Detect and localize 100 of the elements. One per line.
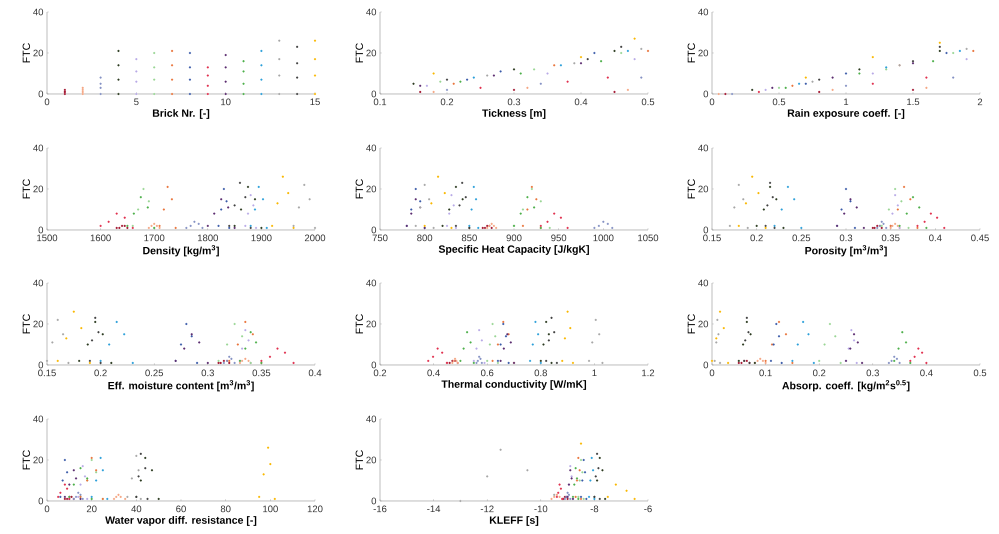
- y-axis-title: FTC: [356, 179, 364, 198]
- y-axis-title: FTC: [356, 314, 364, 334]
- y-tick-label: 20: [698, 186, 708, 192]
- x-tick-label: 1: [592, 370, 597, 376]
- x-tick-label: 0.15: [38, 370, 56, 376]
- y-tick-label: 40: [33, 280, 44, 286]
- y-axis-title: FTC: [356, 43, 364, 62]
- x-tick-label: 0: [44, 506, 50, 512]
- x-tick-label: 60: [176, 506, 186, 512]
- x-tick-label: 1.5: [907, 98, 920, 106]
- x-tick-label: 0: [710, 370, 714, 376]
- x-axis-title: Tickness [m]: [482, 109, 546, 119]
- y-tick-label: 40: [33, 416, 44, 422]
- x-tick-label: 0.45: [971, 234, 989, 242]
- x-tick-label: 950: [551, 234, 566, 242]
- x-tick-label: 1900: [252, 234, 272, 242]
- x-tick-label: 0.25: [792, 234, 810, 242]
- y-tick-label: 20: [698, 50, 708, 56]
- x-tick-label: 0.3: [866, 370, 879, 376]
- x-tick-label: 900: [506, 234, 522, 242]
- y-tick-label: 0: [704, 362, 708, 368]
- y-tick-label: 20: [366, 186, 376, 192]
- x-tick-label: 1.2: [642, 370, 654, 376]
- y-tick-label: 40: [33, 144, 44, 152]
- x-tick-label: 1600: [90, 234, 111, 242]
- y-tick-label: 20: [33, 186, 44, 192]
- y-axis-title: FTC: [356, 450, 364, 470]
- x-tick-label: 5: [134, 98, 139, 106]
- x-tick-label: 0.2: [374, 370, 386, 376]
- x-tick-label: 1700: [144, 234, 164, 242]
- y-axis-title: FTC: [688, 179, 696, 198]
- y-tick-label: 20: [366, 320, 376, 328]
- y-tick-label: 0: [38, 90, 44, 98]
- x-tick-label: 0.5: [974, 370, 986, 376]
- x-tick-label: 0.35: [252, 370, 270, 376]
- x-tick-label: 0.6: [480, 370, 494, 376]
- x-tick-label: 0.8: [534, 370, 547, 376]
- y-tick-label: 40: [366, 8, 376, 16]
- x-tick-label: 40: [131, 506, 142, 512]
- x-axis-title: Eff. moisture content [m$^{3}$/m$^{3}$]: [108, 380, 254, 392]
- y-tick-label: 0: [38, 362, 44, 368]
- y-tick-label: 40: [33, 8, 44, 16]
- x-tick-label: 0.2: [94, 370, 107, 376]
- y-tick-label: 20: [698, 320, 708, 328]
- x-tick-label: 1800: [198, 234, 218, 242]
- x-tick-label: 0.4: [929, 234, 942, 242]
- x-axis-title: Thermal conductivity [W/mK]: [442, 380, 586, 390]
- x-axis-title: Porosity [m$^{3}$/m$^{3}$]: [805, 245, 887, 256]
- y-axis-title: FTC: [22, 450, 30, 470]
- x-tick-label: 20: [86, 506, 97, 512]
- x-tick-label: 2000: [304, 234, 326, 242]
- x-tick-label: 1: [844, 98, 848, 106]
- y-tick-label: 0: [372, 498, 376, 504]
- x-tick-label: 0: [44, 98, 50, 106]
- x-tick-label: 1000: [593, 234, 614, 242]
- y-axis-title: FTC: [22, 43, 30, 62]
- x-tick-label: 0.2: [812, 370, 826, 376]
- y-tick-label: 20: [33, 320, 44, 328]
- x-tick-label: 0.2: [750, 234, 763, 242]
- x-tick-label: 0: [710, 98, 714, 106]
- y-tick-label: 0: [38, 226, 44, 234]
- x-tick-label: 80: [220, 506, 231, 512]
- x-tick-label: 0.4: [574, 98, 588, 106]
- y-axis-title: FTC: [22, 314, 30, 334]
- x-axis-title: Specific Heat Capacity [J/kgK]: [438, 245, 589, 255]
- y-tick-label: 20: [366, 50, 376, 56]
- y-axis-title: FTC: [22, 179, 30, 198]
- x-tick-label: 0.5: [642, 98, 654, 106]
- x-tick-label: 100: [263, 506, 278, 512]
- x-tick-label: 1050: [638, 234, 658, 242]
- x-axis-title: Absorp. coeff. [kg/m$^{2}$s$^{0.5}$]: [782, 380, 910, 392]
- x-tick-label: 2: [978, 98, 982, 106]
- x-tick-label: 120: [308, 506, 323, 512]
- x-tick-label: -6: [644, 506, 652, 512]
- y-tick-label: 0: [704, 226, 708, 234]
- x-axis-title: Brick Nr. [-]: [152, 109, 210, 119]
- y-tick-label: 0: [372, 90, 376, 98]
- x-axis-title: KLEFF [s]: [490, 516, 538, 526]
- y-tick-label: 0: [372, 362, 376, 368]
- x-tick-label: 0.3: [840, 234, 852, 242]
- x-tick-label: 0.4: [920, 370, 933, 376]
- x-tick-label: 0.15: [703, 234, 721, 242]
- y-tick-label: 20: [366, 456, 376, 464]
- y-tick-label: 40: [366, 144, 376, 152]
- y-tick-label: 40: [366, 416, 376, 422]
- x-axis-title: Density [kg/m$^{3}$]: [143, 245, 219, 256]
- x-tick-label: 1500: [37, 234, 58, 242]
- x-tick-label: 800: [417, 234, 432, 242]
- x-tick-label: -14: [427, 506, 440, 512]
- y-tick-label: 40: [698, 8, 708, 16]
- x-tick-label: 0.4: [308, 370, 322, 376]
- y-tick-label: 0: [38, 498, 44, 504]
- x-axis-title: Water vapor diff. resistance [-]: [105, 516, 256, 526]
- y-tick-label: 20: [33, 456, 44, 464]
- y-tick-label: 40: [698, 280, 708, 286]
- y-axis-title: FTC: [688, 43, 696, 62]
- x-tick-label: 0.4: [427, 370, 440, 376]
- y-axis-title: FTC: [688, 314, 696, 334]
- y-tick-label: 20: [33, 50, 44, 56]
- y-tick-label: 0: [372, 226, 376, 234]
